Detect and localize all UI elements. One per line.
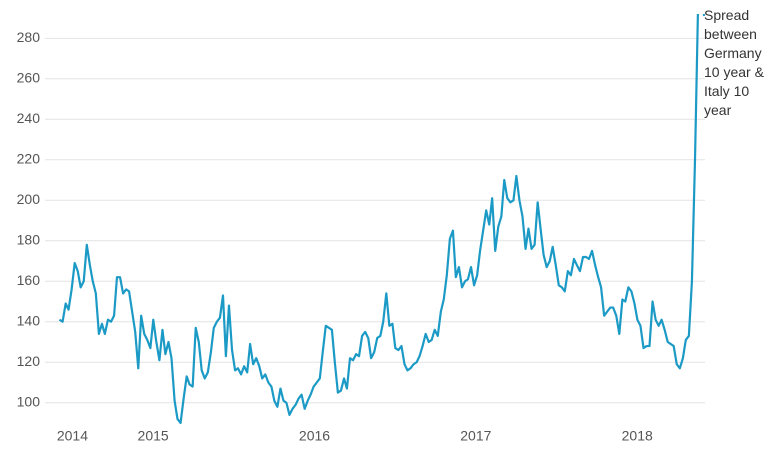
y-tick-label: 180 — [17, 231, 41, 247]
y-tick-label: 220 — [17, 150, 41, 166]
legend-marker — [702, 13, 706, 17]
x-tick-label: 2015 — [138, 428, 169, 444]
line — [58, 13, 699, 425]
y-tick-label: 100 — [17, 393, 41, 409]
y-tick-label: 260 — [17, 70, 41, 86]
y-tick-label: 280 — [17, 29, 41, 45]
x-tick-label: 2014 — [57, 428, 88, 444]
y-tick-label: 140 — [17, 312, 41, 328]
y-tick-label: 200 — [17, 191, 41, 207]
x-tick-label: 2018 — [622, 428, 653, 444]
y-tick-label: 160 — [17, 272, 41, 288]
x-tick-label: 2017 — [460, 428, 491, 444]
y-tick-label: 120 — [17, 353, 41, 369]
y-tick-label: 240 — [17, 110, 41, 126]
x-tick-label: 2016 — [299, 428, 330, 444]
legend-label: Spread between Germany 10 year & Italy 1… — [704, 7, 764, 118]
